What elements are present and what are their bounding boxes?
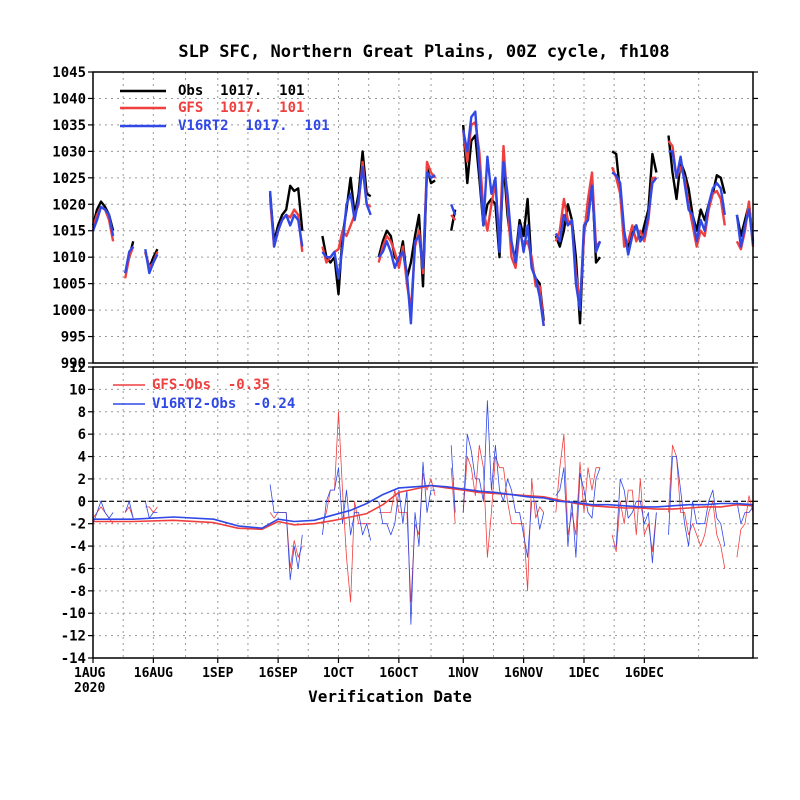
series-line-gfs-obs — [145, 506, 158, 513]
y-tick-label: 1000 — [52, 303, 86, 319]
series-line-obs — [268, 184, 304, 243]
series-line-gfs-obs — [378, 472, 436, 603]
legend-obs: Obs 1017. 101 — [178, 83, 304, 99]
series-line-obs — [667, 135, 726, 232]
x-tick-label: 16NOV — [504, 666, 543, 681]
y-tick-label: 1030 — [52, 144, 86, 160]
series-line-v16rt2 — [462, 110, 545, 327]
series-line-gfs-obs — [450, 467, 456, 524]
x-tick-label: 16AUG — [134, 666, 173, 681]
series-line-v16rt2-obs — [462, 400, 545, 558]
x-tick-label: 16DEC — [625, 666, 664, 681]
slp-panel: 990 995 1000 1005 1010 1015 1020 1025 1030 1035 10… — [52, 65, 758, 372]
x-tick-label: 1NOV — [448, 666, 479, 681]
x-tick-label: 1AUG — [74, 666, 105, 681]
series-line-gfs-obs — [124, 506, 134, 519]
bias-y-axis: -14 -12 -10 -8 -6 -4 -2 0 2 4 6 8 10 12 — [61, 360, 758, 667]
series-line-gfs — [450, 214, 457, 221]
series-line-v16rt2-obs — [144, 501, 158, 519]
series-line-v16rt2 — [611, 171, 658, 256]
y-tick-label: -2 — [69, 517, 86, 533]
y-tick-label: -6 — [69, 561, 86, 577]
series-line-v16rt2-obs — [450, 445, 456, 513]
series-line-gfs-obs — [736, 495, 754, 558]
series-line-v16rt2 — [735, 208, 755, 248]
x-tick-label: 16OCT — [379, 666, 418, 681]
legend-gfs-obs: GFS-Obs -0.35 — [152, 377, 270, 393]
series-line-v16rt2 — [91, 205, 115, 237]
x-tick-label: 1SEP — [202, 666, 233, 681]
y-tick-label: -4 — [69, 539, 86, 555]
slp-legend: Obs 1017. 101 GFS 1017. 101 V16RT2 1017.… — [120, 83, 330, 134]
y-tick-label: 995 — [61, 330, 86, 346]
y-tick-label: 0 — [78, 494, 86, 510]
y-tick-label: 8 — [78, 405, 86, 421]
series-line-v16rt2 — [268, 190, 304, 248]
y-tick-label: 1015 — [52, 224, 86, 240]
y-tick-label: 6 — [78, 427, 86, 443]
series-line-v16rt2-obs — [124, 500, 134, 519]
series-line-v16rt2-obs — [555, 467, 601, 558]
series-line-v16rt2-obs — [269, 484, 303, 581]
series-line-v16rt2 — [668, 150, 726, 243]
y-tick-label: 1045 — [52, 65, 86, 81]
y-tick-label: -14 — [61, 651, 86, 667]
series-line-gfs-obs — [555, 433, 601, 536]
bias-plot-frame — [92, 366, 754, 659]
y-tick-label: 1040 — [52, 91, 86, 107]
bias-series — [92, 400, 754, 625]
legend-v16rt2: V16RT2 1017. 101 — [178, 118, 330, 134]
chart-title: SLP SFC, Northern Great Plains, 00Z cycl… — [178, 42, 669, 62]
series-line-v16rt2-obs — [736, 501, 754, 525]
y-tick-label: 1020 — [52, 197, 86, 213]
x-tick-label: 1DEC — [568, 666, 599, 681]
y-tick-label: 1025 — [52, 171, 86, 187]
bias-legend: GFS-Obs -0.35 V16RT2-Obs -0.24 — [113, 377, 295, 412]
legend-gfs: GFS 1017. 101 — [178, 100, 304, 116]
y-tick-label: 1005 — [52, 277, 86, 293]
series-line-v16rt2 — [144, 249, 159, 275]
x-axis: 1AUG 16AUG 1SEP 16SEP 1OCT 16OCT 1NOV 16NOV 1DEC… — [74, 658, 664, 681]
slp-series — [91, 110, 755, 327]
x-year-label: 2020 — [74, 681, 105, 696]
series-line-v16rt2 — [450, 203, 457, 216]
y-tick-label: 990 — [61, 356, 86, 372]
slp-y-axis: 990 995 1000 1005 1010 1015 1020 1025 1030 1035 10… — [52, 65, 758, 372]
y-tick-label: 2 — [78, 472, 86, 488]
series-line-gfs-obs — [668, 444, 726, 569]
x-axis-label: Verification Date — [308, 687, 472, 706]
series-line-gfs-obs — [611, 478, 657, 553]
x-tick-label: 1OCT — [323, 666, 354, 681]
series-line-v16rt2 — [321, 166, 372, 280]
series-line-v16rt2 — [124, 245, 135, 274]
y-tick-label: -12 — [61, 629, 86, 645]
bias-panel: -14 -12 -10 -8 -6 -4 -2 0 2 4 6 8 10 12 GFS-Obs -0.35… — [61, 360, 758, 706]
y-tick-label: 1035 — [52, 118, 86, 134]
y-tick-label: -10 — [61, 606, 86, 622]
series-line-v16rt2 — [554, 184, 602, 312]
slp-plot-frame — [92, 71, 754, 364]
series-line-v16rt2-obs — [322, 467, 372, 541]
y-tick-label: 1010 — [52, 250, 86, 266]
y-tick-label: 10 — [69, 382, 86, 398]
legend-v16rt2-obs: V16RT2-Obs -0.24 — [152, 396, 295, 412]
series-line-v16rt2-obs — [668, 456, 726, 547]
y-tick-label: 4 — [78, 450, 86, 466]
running-mean-v16rt2-obs — [93, 484, 754, 529]
series-line-v16rt2 — [377, 171, 436, 325]
y-tick-label: -8 — [69, 584, 86, 600]
y-tick-label: 12 — [69, 360, 86, 376]
running-mean-gfs-obs — [93, 484, 754, 531]
series-line-v16rt2-obs — [92, 500, 114, 524]
x-tick-label: 16SEP — [259, 666, 298, 681]
